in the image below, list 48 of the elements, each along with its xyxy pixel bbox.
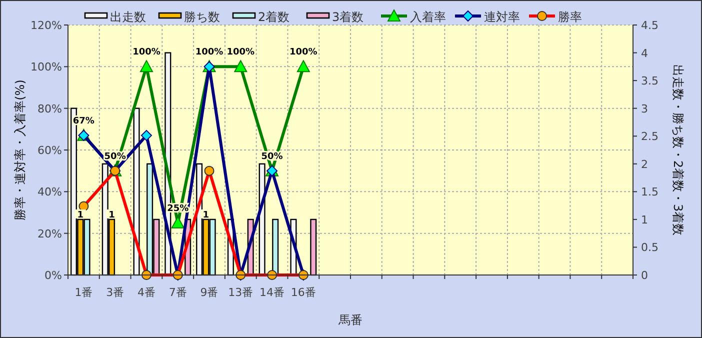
data-label: 100% <box>226 48 255 58</box>
x-tick-label: 1番 <box>74 286 93 299</box>
x-tick-label: 3番 <box>106 286 124 299</box>
point <box>171 216 184 228</box>
data-label: 100% <box>132 48 160 58</box>
point <box>140 130 152 141</box>
y2-tick-label: 4 <box>641 46 648 60</box>
y2-tick-label: 2.5 <box>641 130 658 144</box>
y2-tick-label: 4.5 <box>641 19 658 32</box>
data-label: 1 <box>77 210 84 220</box>
y-tick-label: 80% <box>38 102 62 116</box>
y2-tick-label: 1 <box>641 213 648 226</box>
data-label: 100% <box>195 48 224 58</box>
x-tick-label: 4番 <box>137 286 156 299</box>
legend-label: 入着率 <box>410 10 446 24</box>
y-tick-label: 40% <box>38 186 62 199</box>
y2-tick-label: 0.5 <box>641 241 658 254</box>
legend-label: 勝率 <box>558 10 582 24</box>
data-label: 1 <box>202 210 210 220</box>
point <box>140 60 153 72</box>
x-tick-label: 14番 <box>260 286 285 299</box>
legend-label: 連対率 <box>484 10 520 24</box>
y-tick-label: 120% <box>30 19 62 32</box>
x-tick-label: 16番 <box>290 286 316 299</box>
point <box>234 60 248 72</box>
y-tick-label: 100% <box>30 60 62 74</box>
data-label: 100% <box>290 48 318 58</box>
legend-label: 2着数 <box>258 10 290 24</box>
y2-tick-label: 1.5 <box>641 186 658 199</box>
bar <box>310 218 317 276</box>
y-tick-label: 0% <box>44 269 62 282</box>
y2-tick-label: 2 <box>641 158 648 171</box>
y2-axis-title: 出走数・勝ち数・2着数・3着数 <box>671 64 685 236</box>
legend-label: 出走数 <box>110 10 146 24</box>
x-tick-label: 13番 <box>228 286 254 299</box>
x-tick-label: 9番 <box>200 286 218 299</box>
x-tick-label: 7番 <box>168 286 187 299</box>
legend-label: 勝ち数 <box>184 10 220 24</box>
y2-tick-label: 0 <box>641 269 648 282</box>
point <box>296 60 310 72</box>
y2-tick-label: 3.5 <box>641 74 658 88</box>
y2-tick-label: 3 <box>641 102 648 116</box>
x-axis-title: 馬番 <box>338 313 362 327</box>
legend-label: 3着数 <box>332 10 364 24</box>
data-label: 1 <box>108 210 115 220</box>
y-axis-title: 勝率・連対率・入着率(%) <box>13 80 27 220</box>
y-tick-label: 20% <box>38 227 62 240</box>
y-tick-label: 60% <box>38 144 62 157</box>
